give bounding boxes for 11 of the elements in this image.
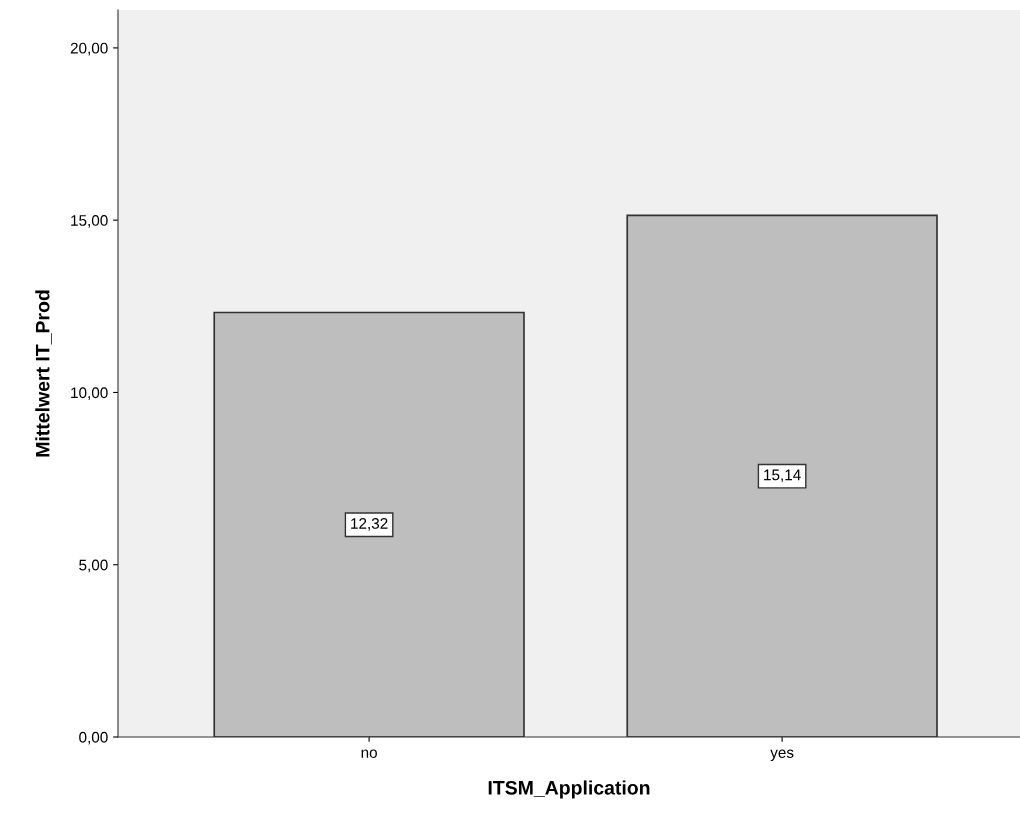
x-tick-label: yes (770, 749, 794, 761)
x-tick-label: no (361, 749, 377, 758)
data-label: 15,14 (764, 469, 801, 483)
y-tick-label: 20,00 (70, 42, 108, 56)
y-axis-title: Mittelwert IT_Prod (35, 290, 52, 457)
y-tick-label: 10,00 (71, 387, 108, 400)
y-tick-label: 5,00 (79, 559, 108, 573)
data-label: 12,32 (351, 518, 388, 531)
x-axis-title: ITSM_Application (488, 780, 650, 799)
y-tick-label: 15,00 (71, 215, 108, 228)
y-tick-label: 0,00 (79, 731, 108, 745)
